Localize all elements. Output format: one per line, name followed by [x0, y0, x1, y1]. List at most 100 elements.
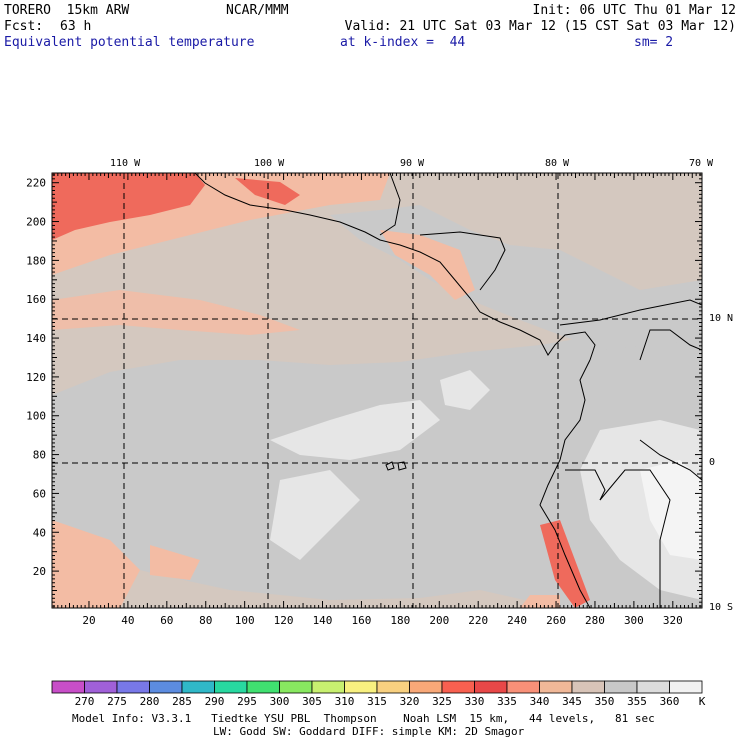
colorbar-swatch — [116, 680, 150, 694]
warm-coast-colombia — [520, 595, 560, 608]
colorbar-label: 335 — [497, 695, 517, 708]
colorbar-swatch — [506, 680, 540, 694]
forecast-label: Fcst: — [4, 19, 44, 34]
level-index: at k-index = 44 — [340, 35, 466, 50]
colorbar-swatch — [571, 680, 605, 694]
colorbar-label: 345 — [562, 695, 582, 708]
colorbar-swatch — [669, 680, 703, 694]
y-tick-label: 60 — [33, 487, 46, 500]
y-tick-label: 40 — [33, 526, 46, 539]
y-tick-label: 20 — [33, 565, 46, 578]
peru-border — [599, 469, 671, 608]
warm-patch-southwest — [52, 520, 140, 608]
light-patch-2 — [270, 470, 360, 560]
colorbar — [51, 680, 703, 694]
warm-band-mid — [52, 290, 300, 335]
x-tick-label: 240 — [507, 614, 527, 627]
colorbar-swatch — [84, 680, 118, 694]
colorbar-label: 320 — [399, 695, 420, 708]
lon-label-90w: 90 W — [400, 158, 425, 169]
colorbar-unit: K — [698, 695, 706, 708]
x-tick-label: 20 — [82, 614, 95, 627]
galapagos — [385, 461, 407, 471]
x-tick-label: 300 — [624, 614, 644, 627]
x-tick-label: 260 — [546, 614, 566, 627]
axis-ticks — [52, 173, 702, 608]
x-tick-label: 40 — [121, 614, 134, 627]
colorbar-swatch — [344, 680, 378, 694]
x-tick-label: 220 — [468, 614, 488, 627]
warm-patch-south — [150, 545, 200, 580]
y-tick-label: 80 — [33, 449, 46, 462]
warm-central-america — [380, 230, 475, 300]
field-shading — [52, 173, 702, 608]
x-tick-label: 140 — [313, 614, 333, 627]
colorbar-label: 350 — [594, 695, 615, 708]
colorbar-label: 315 — [367, 695, 387, 708]
colorbar-swatch — [376, 680, 410, 694]
axis-tick-labels: 20 40 60 80 100 120 140 160 180 200 220 240 260 280 30… — [26, 177, 683, 627]
colorbar-swatch — [311, 680, 345, 694]
caribbean-coast — [559, 299, 702, 326]
colorbar-swatch — [409, 680, 443, 694]
init-time: Init: 06 UTC Thu 01 Mar 12 — [532, 3, 737, 18]
y-tick-label: 140 — [26, 332, 46, 345]
x-tick-label: 320 — [663, 614, 683, 627]
colorbar-swatch — [474, 680, 508, 694]
x-tick-label: 80 — [199, 614, 212, 627]
colorbar-swatch — [539, 680, 573, 694]
x-tick-label: 200 — [429, 614, 449, 627]
y-tick-label: 220 — [26, 177, 46, 190]
colorbar-swatch — [636, 680, 670, 694]
colorbar-swatch — [149, 680, 183, 694]
y-tick-label: 180 — [26, 254, 46, 267]
colorbar-label: 280 — [139, 695, 160, 708]
center-label: NCAR/MMM — [226, 3, 289, 18]
colorbar-swatch — [181, 680, 215, 694]
colorbar-label: 355 — [627, 695, 647, 708]
colorbar-label: 300 — [269, 695, 290, 708]
colorbar-swatch — [246, 680, 280, 694]
graticule — [52, 173, 702, 608]
smoothing-value: sm= 2 — [634, 35, 674, 50]
hot-zone-northwest — [52, 173, 205, 240]
lon-label-70w: 70 W — [689, 158, 714, 169]
lon-label-80w: 80 W — [545, 158, 570, 169]
lon-label-110w: 110 W — [110, 158, 141, 169]
coastlines — [194, 173, 702, 608]
honduras-coast — [419, 231, 506, 291]
light-patch-4 — [440, 370, 490, 410]
colorbar-swatch — [214, 680, 248, 694]
light-patch-1 — [270, 400, 440, 460]
colorbar-label: 270 — [74, 695, 95, 708]
x-tick-label: 120 — [274, 614, 294, 627]
hot-zone-coast — [235, 178, 300, 205]
colorbar-label: 360 — [659, 695, 680, 708]
light-patch-5 — [640, 460, 702, 560]
yucatan-outline — [379, 173, 401, 236]
colorbar-label: 325 — [432, 695, 452, 708]
colorbar-label: 275 — [107, 695, 127, 708]
lat-label-0: 0 — [709, 457, 716, 468]
colorbar-swatch — [441, 680, 475, 694]
colorbar-swatch — [604, 680, 638, 694]
forecast-hour: 63 h — [60, 19, 92, 34]
cool-band-center — [52, 325, 702, 608]
colorbar-label: 305 — [302, 695, 322, 708]
y-tick-label: 200 — [26, 216, 46, 229]
venezuela-border — [639, 329, 702, 361]
y-tick-label: 120 — [26, 371, 46, 384]
x-tick-label: 280 — [585, 614, 605, 627]
y-tick-label: 160 — [26, 293, 46, 306]
lat-label-10n: 10 N — [709, 313, 734, 324]
warm-coast-peru — [540, 520, 590, 608]
y-tick-label: 100 — [26, 410, 46, 423]
x-tick-label: 60 — [160, 614, 173, 627]
mexico-coast — [194, 173, 596, 361]
colorbar-label: 330 — [464, 695, 485, 708]
colorbar-label: 295 — [237, 695, 257, 708]
x-tick-label: 160 — [351, 614, 371, 627]
south-america-coast — [539, 359, 591, 608]
colorbar-label: 290 — [204, 695, 225, 708]
